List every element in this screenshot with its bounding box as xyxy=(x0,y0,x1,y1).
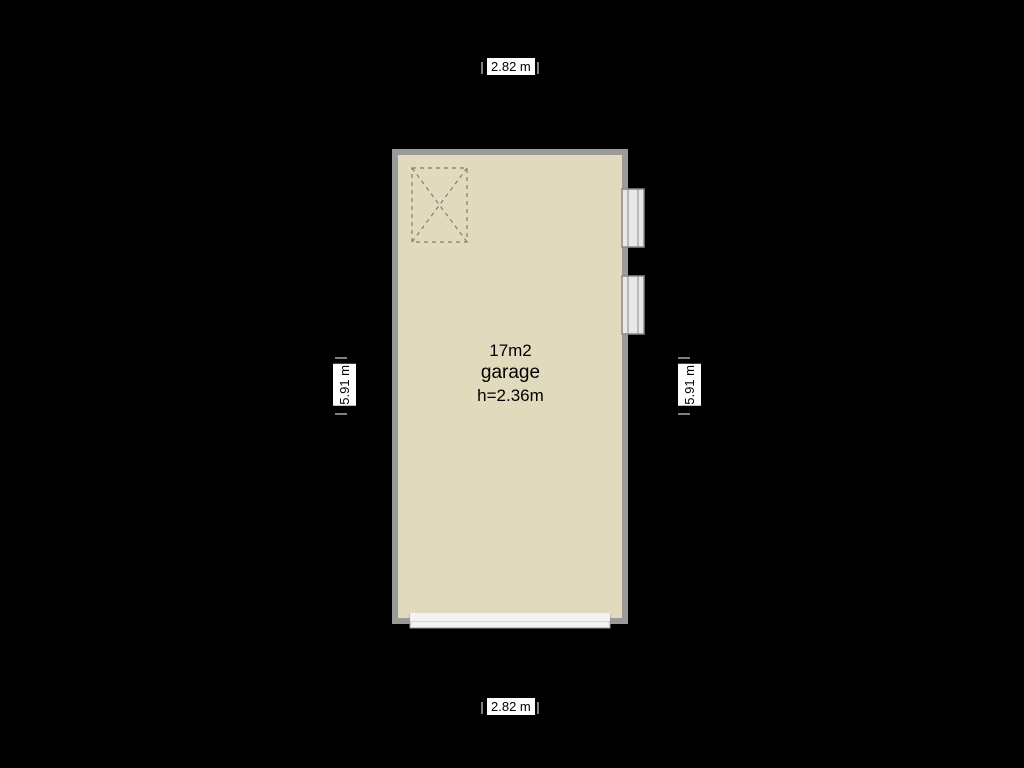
dimension-left-text: 5.91 m xyxy=(337,365,352,405)
window-2 xyxy=(622,276,644,334)
room-label-block: 17m2 garage h=2.36m xyxy=(458,340,563,406)
dimension-right-text: 5.91 m xyxy=(682,365,697,405)
garage-door xyxy=(410,613,610,628)
room-area-text: 17m2 xyxy=(458,340,563,361)
room-height-text: h=2.36m xyxy=(458,385,563,406)
dimension-top: 2.82 m xyxy=(487,58,535,75)
dimension-bottom-text: 2.82 m xyxy=(491,699,531,714)
dimension-bottom: 2.82 m xyxy=(487,698,535,715)
dimension-left: 5.91 m xyxy=(333,364,356,406)
dimension-right: 5.91 m xyxy=(678,364,701,406)
room-name-text: garage xyxy=(458,361,563,385)
window-1 xyxy=(622,189,644,247)
dimension-top-text: 2.82 m xyxy=(491,59,531,74)
floorplan-canvas: 2.82 m 2.82 m 5.91 m 5.91 m 17m2 garage … xyxy=(0,0,1024,768)
